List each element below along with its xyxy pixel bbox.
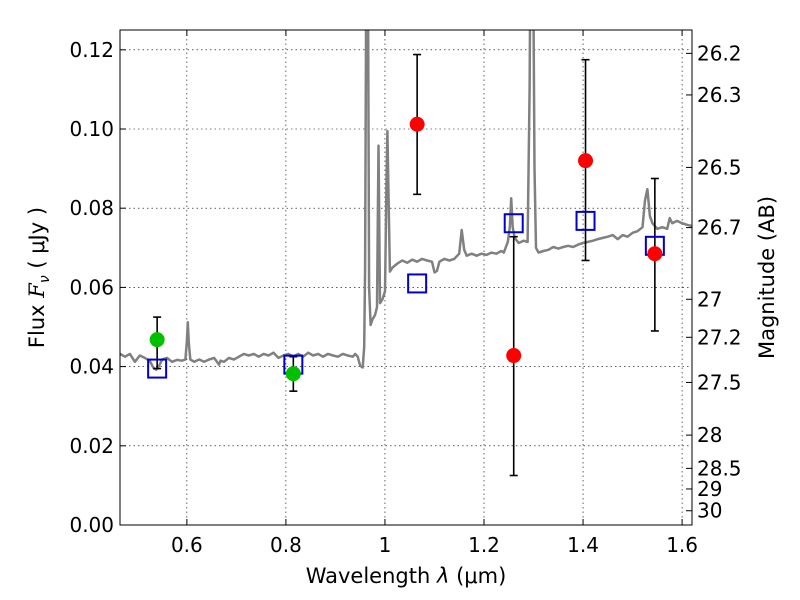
y2-tick-label: 26.3	[697, 83, 742, 107]
axes: 0.6 0.8 1 1.2 1.4 1.6 0.00 0.02 0.04 0.06 0.08 0.10…	[69, 30, 742, 557]
plot-data	[120, 30, 692, 372]
y-tick-label: 0.04	[69, 355, 114, 379]
model-square-marker	[147, 358, 168, 379]
y-axis-label: Flux Fν ( μJy )	[25, 207, 53, 348]
model-square-marker	[503, 213, 524, 234]
y2-tick-label: 26.7	[697, 216, 742, 240]
observed-point-marker	[647, 246, 663, 262]
grid	[120, 30, 692, 525]
y2-tick-label: 26.5	[697, 155, 742, 179]
spectrum-line	[120, 30, 692, 372]
x-tick-label: 1.2	[468, 533, 500, 557]
observed-point-marker	[578, 153, 594, 169]
y-tick-label: 0.10	[69, 117, 114, 141]
y2-axis-label: Magnitude (AB)	[755, 196, 779, 359]
x-tick-label: 0.6	[171, 533, 203, 557]
y2-tick-label: 28.5	[697, 456, 742, 480]
y-tick-label: 0.00	[69, 513, 114, 537]
y-tick-label: 0.08	[69, 196, 114, 220]
y2-tick-label: 29	[697, 477, 722, 501]
y2-tick-label: 27.5	[697, 370, 742, 394]
x-tick-label: 0.8	[270, 533, 302, 557]
y2-tick-label: 27.2	[697, 325, 742, 349]
observed-point-marker	[285, 366, 301, 382]
x-tick-label: 1.4	[567, 533, 599, 557]
y-tick-label: 0.02	[69, 434, 114, 458]
observed-point-marker	[506, 348, 522, 364]
observed-point-marker	[149, 332, 165, 348]
model-square-marker	[575, 210, 596, 231]
plot-frame	[119, 29, 693, 526]
x-tick-label: 1.6	[666, 533, 698, 557]
x-tick-label: 1	[379, 533, 392, 557]
y2-tick-label: 27	[697, 287, 722, 311]
y-tick-label: 0.12	[69, 38, 114, 62]
y2-tick-label: 26.2	[697, 41, 742, 65]
x-axis-label: Wavelength λ (μm)	[306, 564, 507, 588]
y2-tick-label: 30	[697, 499, 722, 523]
y2-tick-label: 28	[697, 423, 722, 447]
observed-point-marker	[409, 116, 425, 132]
markers	[147, 116, 665, 382]
model-square-marker	[407, 273, 428, 294]
y-tick-label: 0.06	[69, 275, 114, 299]
